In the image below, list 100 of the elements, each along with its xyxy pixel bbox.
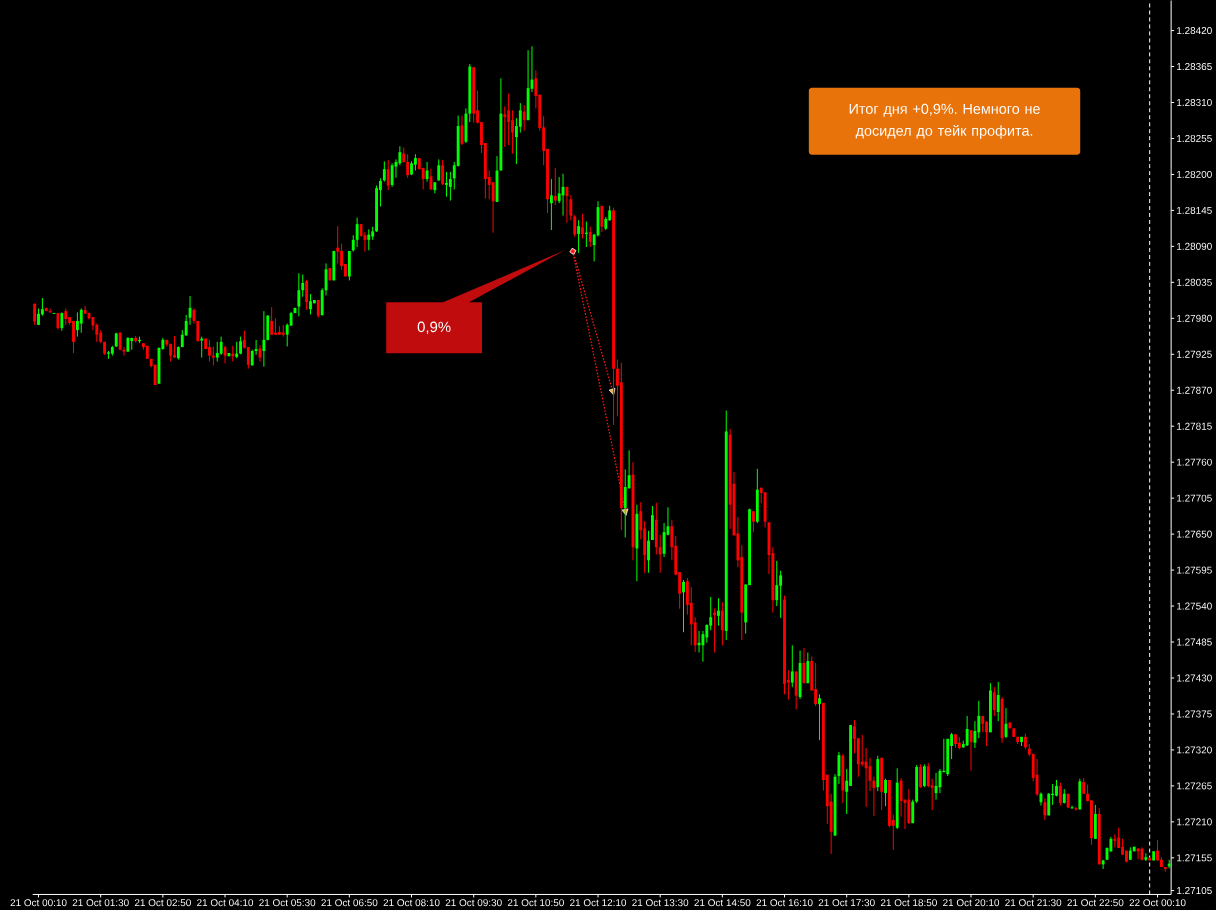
y-tick-label: 1.28255 (1177, 134, 1212, 142)
candlestick (775, 560, 779, 607)
candlestick (864, 747, 868, 808)
candlestick (581, 212, 584, 239)
candlestick (790, 644, 794, 688)
candlestick (215, 341, 219, 362)
candlestick (752, 510, 755, 533)
candlestick (992, 686, 996, 717)
candlestick (553, 167, 557, 206)
x-tick-label: 21 Oct 06:50 (321, 898, 378, 906)
candlestick (1101, 859, 1105, 870)
candlestick (779, 570, 783, 619)
candlestick (503, 105, 507, 148)
candlestick (600, 205, 604, 233)
candlestick (305, 279, 309, 311)
candlestick (623, 468, 627, 538)
candlestick (336, 225, 340, 264)
y-tick-label: 1.27155 (1177, 854, 1212, 862)
x-tick-label: 21 Oct 10:50 (507, 898, 564, 906)
candlestick (79, 307, 83, 333)
x-tick-label: 21 Oct 04:10 (197, 898, 254, 906)
candlestick (720, 601, 724, 646)
x-tick-label: 21 Oct 17:30 (818, 898, 875, 906)
candlestick (211, 345, 215, 366)
candlestick (270, 306, 274, 335)
annotation: Итог дня +0,9%. Немного не досидел до тейк профита. (849, 103, 1040, 139)
candlestick (309, 293, 312, 315)
candlestick (973, 720, 977, 749)
candlestick (926, 762, 930, 788)
y-tick-label: 1.27595 (1177, 566, 1212, 574)
candlestick (1035, 758, 1039, 797)
x-tick-label: 21 Oct 00:10 (10, 898, 67, 906)
candlestick (662, 522, 666, 558)
candlestick (837, 751, 841, 785)
candlestick (491, 181, 495, 233)
y-tick-label: 1.28310 (1177, 98, 1212, 106)
candlestick (72, 320, 75, 354)
x-tick-label: 21 Oct 02:50 (134, 898, 191, 906)
candlestick (75, 311, 79, 337)
candlestick (884, 778, 887, 807)
candlestick (200, 335, 204, 358)
candlestick (919, 763, 922, 789)
y-tick-label: 1.27430 (1177, 674, 1212, 682)
candlestick (262, 310, 266, 368)
y-tick-label: 1.27210 (1177, 818, 1212, 826)
candlestick (806, 651, 810, 684)
candlestick (985, 720, 989, 747)
candlestick (1144, 852, 1148, 862)
y-tick-label: 1.27870 (1177, 386, 1212, 394)
y-tick-label: 1.28035 (1177, 278, 1212, 286)
candlestick (425, 161, 429, 182)
candlestick (647, 530, 650, 574)
candlestick (965, 715, 969, 747)
x-tick-label: 21 Oct 12:10 (570, 898, 627, 906)
candlestick (437, 158, 441, 182)
candlestick (911, 798, 915, 824)
candlestick (549, 178, 553, 231)
candlestick (907, 788, 911, 825)
candlestick (818, 693, 821, 741)
candlestick (569, 194, 573, 221)
candlestick (1043, 797, 1047, 821)
candlestick (441, 159, 445, 186)
candlestick (219, 335, 223, 356)
candlestick (448, 171, 452, 201)
x-tick-label: 21 Oct 14:50 (694, 898, 751, 906)
candlestick (445, 171, 448, 197)
y-tick-label: 1.28145 (1177, 206, 1212, 214)
candlestick (301, 273, 305, 298)
y-tick-label: 1.27815 (1177, 422, 1212, 430)
candlestick (682, 579, 685, 633)
candlestick (577, 219, 581, 254)
x-tick-label: 21 Oct 05:30 (259, 898, 316, 906)
candlestick (386, 159, 390, 191)
candlestick (518, 102, 522, 133)
y-tick-label: 1.27980 (1177, 314, 1212, 322)
x-tick-label: 21 Oct 08:10 (383, 898, 440, 906)
candlestick (60, 311, 64, 332)
y-tick-label: 1.28200 (1177, 170, 1212, 178)
x-tick-label: 21 Oct 01:30 (72, 898, 129, 906)
x-tick-label: 21 Oct 16:10 (756, 898, 813, 906)
candlestick (173, 335, 176, 358)
candlestick (367, 228, 371, 251)
y-tick-label: 1.28420 (1177, 26, 1212, 34)
annotation: 0,9% (417, 321, 451, 334)
candlestick (390, 162, 394, 188)
y-tick-label: 1.27650 (1177, 530, 1212, 538)
candlestick (511, 109, 514, 154)
candlestick (382, 160, 386, 182)
candlestick (717, 597, 720, 626)
candlestick (658, 534, 662, 574)
candlestick (274, 317, 277, 335)
x-tick-label: 21 Oct 13:30 (632, 898, 689, 906)
y-tick-label: 1.28090 (1177, 242, 1212, 250)
y-tick-label: 1.27375 (1177, 710, 1212, 718)
x-tick-label: 21 Oct 18:50 (880, 898, 937, 906)
y-tick-label: 1.27705 (1177, 494, 1212, 502)
candlestick (507, 92, 511, 146)
y-tick-label: 1.27540 (1177, 602, 1212, 610)
y-tick-label: 1.27265 (1177, 782, 1212, 790)
y-tick-label: 1.27925 (1177, 350, 1212, 358)
